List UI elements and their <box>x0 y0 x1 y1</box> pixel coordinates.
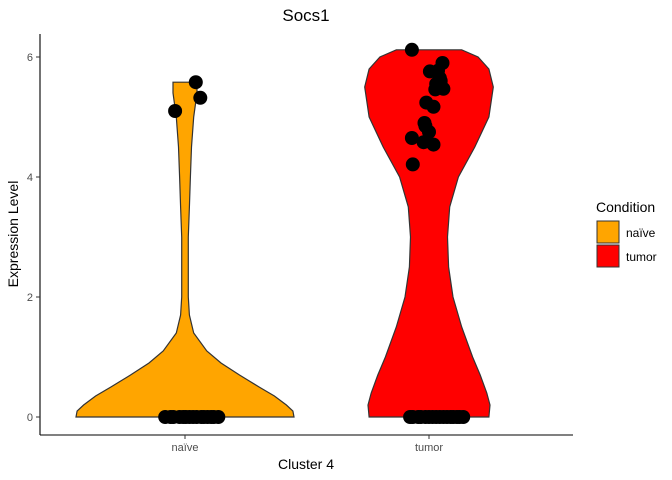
y-tick-label: 2 <box>27 292 33 304</box>
legend-key <box>596 220 620 244</box>
chart-title: Socs1 <box>282 6 329 25</box>
violin-tumor <box>364 49 494 418</box>
data-point-tumor <box>456 410 471 424</box>
legend: Condition naïve tumor <box>596 199 657 268</box>
data-point-tumor <box>422 125 436 139</box>
legend-label: naïve <box>626 226 656 240</box>
y-tick-label: 0 <box>27 412 33 424</box>
data-point-tumor <box>436 81 451 96</box>
plot-area <box>75 42 494 424</box>
x-axis-label: Cluster 4 <box>278 456 334 472</box>
x-tick-label: tumor <box>415 442 443 454</box>
data-point-tumor <box>435 56 450 70</box>
x-tick-label: naïve <box>172 442 199 454</box>
legend-label: tumor <box>626 250 657 264</box>
y-axis-label: Expression Level <box>5 181 21 288</box>
data-point-tumor <box>405 157 420 172</box>
data-point-naive <box>168 104 183 118</box>
legend-title: Condition <box>596 199 655 215</box>
legend-key <box>596 244 620 268</box>
data-point-naive <box>211 410 226 424</box>
data-point-tumor <box>426 99 441 114</box>
data-point-tumor <box>426 137 441 152</box>
data-point-naive <box>188 75 203 90</box>
axis-ticks: 0 2 4 6 naïve tumor <box>27 52 444 454</box>
y-tick-label: 6 <box>27 52 33 64</box>
violin-naive <box>75 81 295 418</box>
data-point-naive <box>193 90 208 105</box>
data-point-tumor <box>404 42 419 57</box>
y-tick-label: 4 <box>27 172 33 184</box>
data-point-tumor <box>404 131 419 145</box>
